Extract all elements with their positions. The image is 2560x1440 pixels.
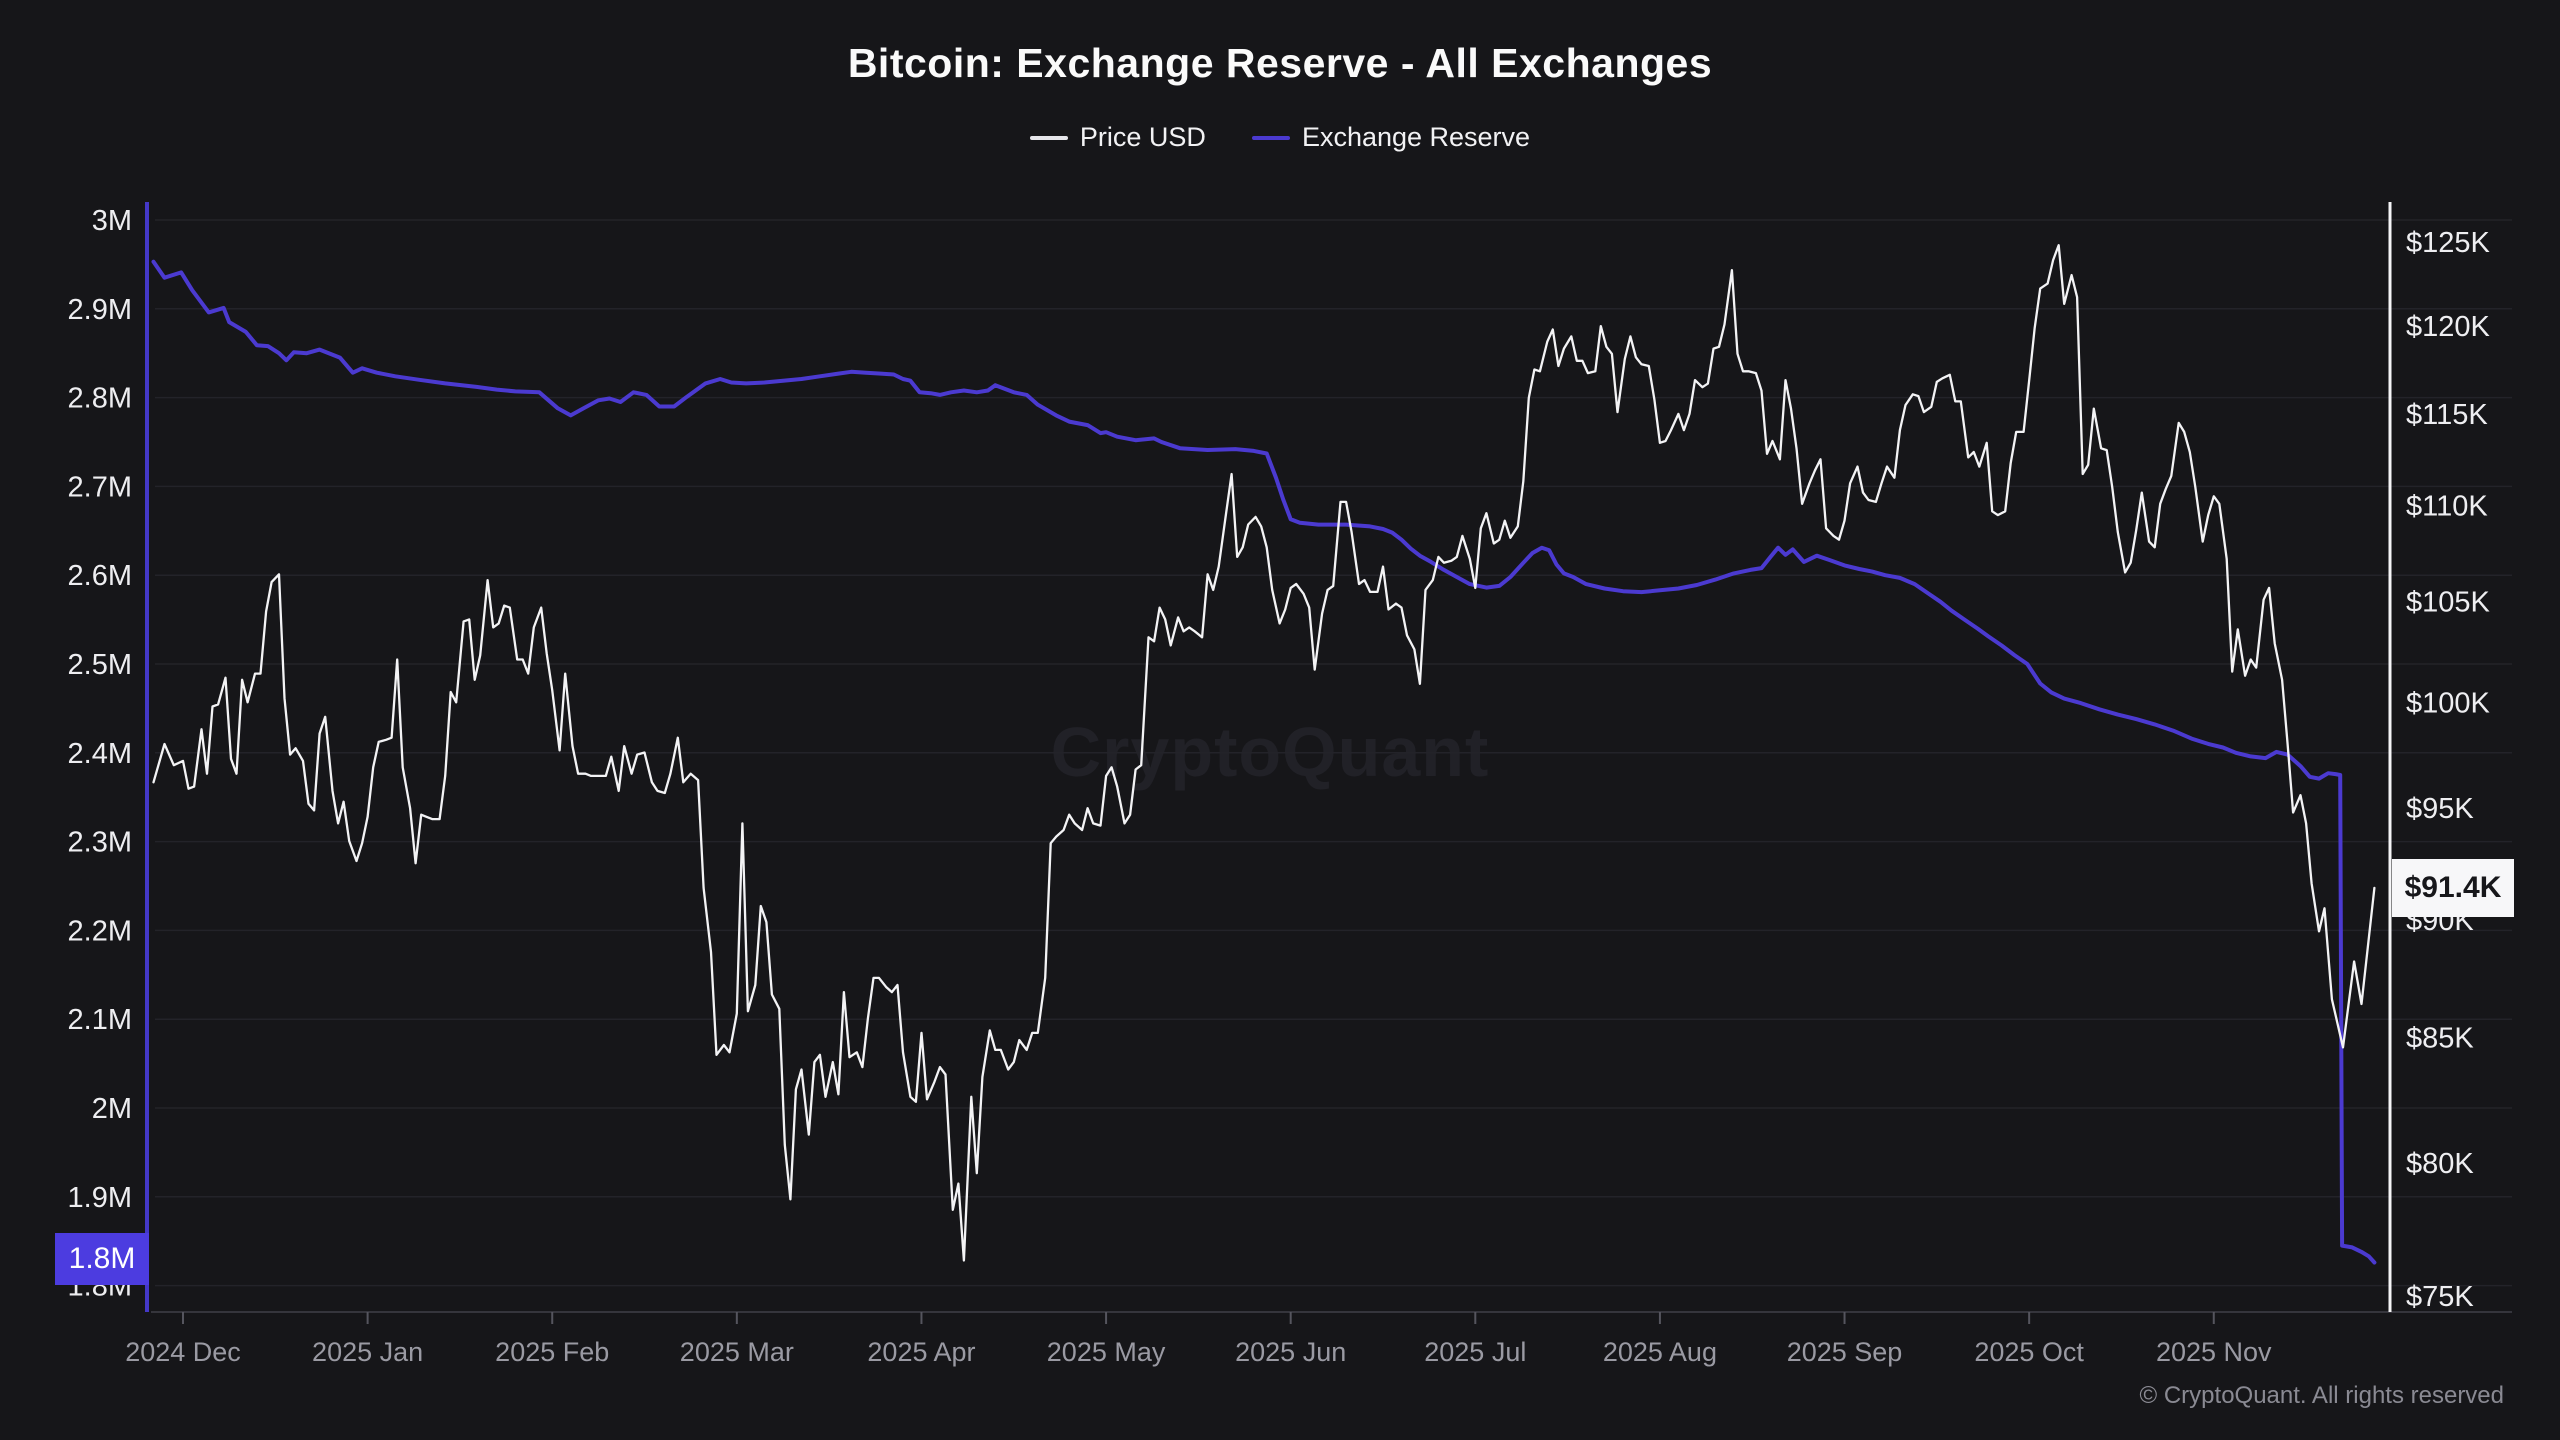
right-axis-label: $115K	[2406, 399, 2488, 431]
reserve-line-swatch-icon	[1251, 135, 1290, 140]
left-axis-label: 1.9M	[68, 1182, 132, 1214]
left-axis-label: 3M	[92, 205, 132, 237]
price-last-value-badge: $91.4K	[2392, 858, 2514, 917]
price-line-swatch-icon	[1029, 135, 1068, 140]
left-axis-label: 2.7M	[68, 471, 132, 503]
x-axis-label: 2025 Jul	[1424, 1337, 1526, 1367]
x-axis-label: 2025 Mar	[680, 1337, 794, 1367]
right-axis-label: $95K	[2406, 793, 2474, 825]
right-axis-label: $75K	[2406, 1281, 2474, 1313]
right-axis-label: $120K	[2406, 311, 2491, 343]
page-title: Bitcoin: Exchange Reserve - All Exchange…	[847, 40, 1713, 86]
x-axis-label: 2025 Nov	[2156, 1337, 2272, 1367]
left-axis-label: 2.2M	[68, 915, 132, 947]
price-line	[152, 244, 2376, 1262]
x-axis-label: 2025 May	[1047, 1337, 1166, 1367]
right-axis-label: $100K	[2406, 687, 2491, 719]
left-axis-label: 2.8M	[68, 383, 132, 415]
x-axis-label: 2024 Dec	[125, 1337, 241, 1367]
reserve-line	[151, 259, 2377, 1265]
left-axis-label: 2.1M	[68, 1004, 132, 1036]
legend-item-price[interactable]: Price USD	[1029, 122, 1206, 153]
right-axis-label: $80K	[2406, 1148, 2474, 1180]
legend-label-reserve: Exchange Reserve	[1301, 122, 1531, 152]
chart-legend: Price USD Exchange Reserve	[0, 122, 2560, 153]
legend-label-price: Price USD	[1079, 122, 1206, 152]
x-axis-label: 2025 Feb	[495, 1337, 609, 1367]
right-axis-label: $110K	[2406, 491, 2488, 523]
left-axis-label: 2.4M	[68, 738, 132, 770]
copyright-text: © CryptoQuant. All rights reserved	[2139, 1382, 2505, 1409]
x-axis-label: 2025 Jun	[1235, 1337, 1346, 1367]
right-axis-label: $105K	[2406, 587, 2491, 619]
x-axis-label: 2025 Apr	[867, 1337, 975, 1367]
left-axis-label: 2M	[92, 1093, 132, 1125]
right-axis-label: $125K	[2406, 227, 2491, 259]
right-axis-label: $85K	[2406, 1023, 2474, 1055]
legend-item-reserve[interactable]: Exchange Reserve	[1251, 122, 1531, 153]
reserve-last-value-badge: 1.8M	[55, 1232, 149, 1285]
x-axis-label: 2025 Aug	[1603, 1337, 1717, 1367]
left-axis-label: 2.6M	[68, 560, 132, 592]
left-axis-label: 2.3M	[68, 827, 132, 859]
x-axis-label: 2025 Jan	[312, 1337, 423, 1367]
left-axis-label: 2.9M	[68, 294, 132, 326]
left-axis-label: 2.5M	[68, 649, 132, 681]
x-axis-label: 2025 Sep	[1787, 1337, 1903, 1367]
x-axis-label: 2025 Oct	[1974, 1337, 2084, 1367]
